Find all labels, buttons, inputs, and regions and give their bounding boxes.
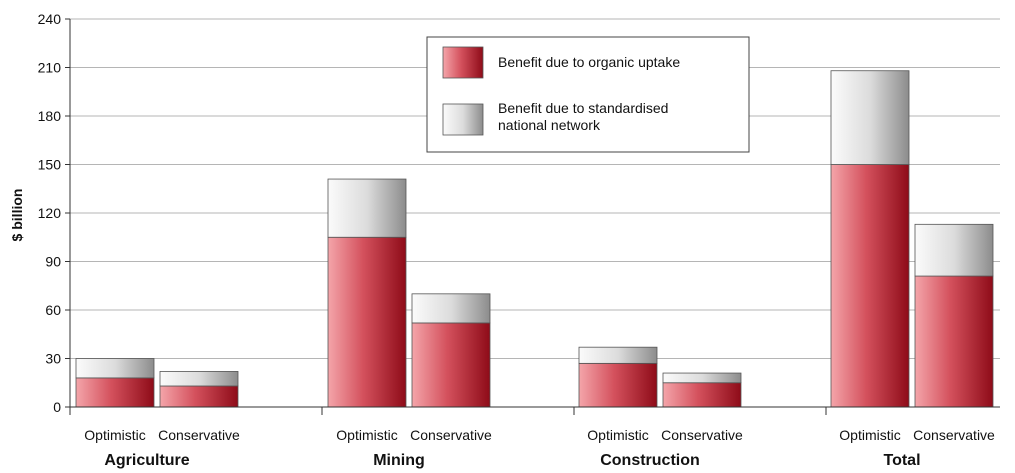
legend: Benefit due to organic uptake Benefit du… (426, 36, 750, 153)
bar-organic-construction-optimistic (578, 362, 658, 408)
y-tick-label: 120 (38, 205, 62, 221)
bars (75, 70, 994, 408)
y-axis-label: $ billion (9, 189, 25, 242)
bar-organic-mining-optimistic (327, 236, 407, 408)
x-tick-label: Optimistic (336, 427, 397, 443)
bar-network-construction-optimistic (578, 346, 658, 364)
legend-label-network-line2: national network (498, 117, 601, 133)
legend-label-organic: Benefit due to organic uptake (498, 54, 680, 70)
y-tick-label: 210 (38, 60, 62, 76)
bar-network-mining-conservative (411, 293, 491, 324)
bar-network-agriculture-optimistic (75, 358, 155, 379)
x-tick-label: Conservative (661, 427, 743, 443)
x-tick-label: Optimistic (839, 427, 900, 443)
y-tick-label: 180 (38, 108, 62, 124)
y-tick-label: 240 (38, 11, 62, 27)
legend-swatch-network (442, 103, 484, 136)
y-tick-label: 0 (53, 399, 61, 415)
bar-organic-total-optimistic (830, 164, 910, 408)
bar-organic-total-conservative (914, 275, 994, 408)
legend-label-network-line1: Benefit due to standardised (498, 100, 668, 116)
bar-network-total-optimistic (830, 70, 910, 165)
gridlines (70, 18, 1000, 408)
x-group-label: Mining (373, 452, 425, 469)
bar-organic-agriculture-conservative (159, 385, 239, 408)
bar-network-agriculture-conservative (159, 371, 239, 387)
y-tick-label: 90 (45, 254, 61, 270)
x-tick-label: Conservative (158, 427, 240, 443)
x-group-label: Total (883, 452, 920, 469)
y-tick-label: 30 (45, 351, 61, 367)
bar-network-mining-optimistic (327, 178, 407, 238)
y-axis: 0 30 60 90 120 150 180 210 240 (38, 11, 71, 415)
x-tick-label: Conservative (913, 427, 995, 443)
x-group-label: Construction (600, 452, 700, 469)
x-group-label: Agriculture (104, 452, 189, 469)
x-tick-label: Optimistic (587, 427, 648, 443)
bar-organic-construction-conservative (662, 382, 742, 408)
bar-organic-agriculture-optimistic (75, 377, 155, 408)
bar-network-construction-conservative (662, 372, 742, 384)
y-tick-label: 150 (38, 157, 62, 173)
y-tick-label: 60 (45, 302, 61, 318)
bar-organic-mining-conservative (411, 322, 491, 408)
bar-network-total-conservative (914, 223, 994, 277)
legend-label-network: Benefit due to standardised national net… (498, 100, 672, 133)
x-axis: Optimistic Conservative Agriculture Optimis… (69, 406, 1000, 469)
legend-swatch-organic (442, 46, 484, 79)
x-tick-label: Optimistic (84, 427, 145, 443)
x-tick-label: Conservative (410, 427, 492, 443)
